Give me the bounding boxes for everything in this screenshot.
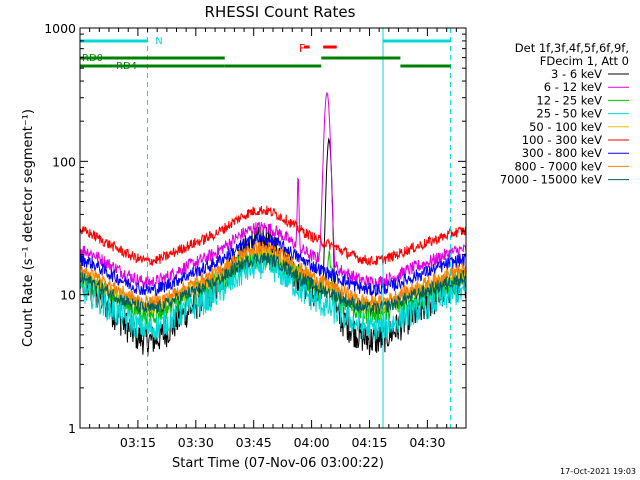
y-axis: 1 10 100 1000 xyxy=(44,21,466,436)
x-tick-label-0330: 03:30 xyxy=(178,435,214,450)
series-line-6 xyxy=(80,233,466,297)
legend-label-0: 3 - 6 keV xyxy=(551,67,602,81)
x-tick-label-0315: 03:15 xyxy=(120,435,156,450)
annotation-f: F xyxy=(299,42,305,55)
chart-title: RHESSI Count Rates xyxy=(205,3,356,21)
series-line-5 xyxy=(80,205,466,266)
series-line-3 xyxy=(80,251,466,342)
legend-label-3: 25 - 50 keV xyxy=(536,107,602,121)
status-bars: N RD0 RD4 F xyxy=(80,36,451,72)
y-tick-label-10: 10 xyxy=(60,288,76,303)
legend-label-2: 12 - 25 keV xyxy=(536,93,602,107)
vertical-markers xyxy=(79,28,452,428)
x-tick-label-0400: 04:00 xyxy=(294,435,330,450)
legend-header-line-2: FDecim 1, Att 0 xyxy=(540,54,629,68)
legend-label-1: 6 - 12 keV xyxy=(544,80,602,94)
y-axis-label: Count Rate (s⁻¹ detector segment⁻¹) xyxy=(21,109,36,347)
annotation-rd4: RD4 xyxy=(116,61,137,72)
series-line-7 xyxy=(80,241,466,310)
legend-label-4: 50 - 100 keV xyxy=(529,120,602,134)
x-tick-label-0345: 03:45 xyxy=(236,435,272,450)
series-layer xyxy=(80,91,466,357)
x-axis-label: Start Time (07-Nov-06 03:00:22) xyxy=(172,456,384,471)
plot-frame xyxy=(79,27,467,429)
series-line-8 xyxy=(80,252,466,317)
x-tick-label-0415: 04:15 xyxy=(351,435,387,450)
annotation-rd0: RD0 xyxy=(82,53,103,64)
series-line-1 xyxy=(80,91,466,290)
y-tick-label-100: 100 xyxy=(52,154,76,169)
legend-label-7: 800 - 7000 keV xyxy=(514,159,602,173)
legend-label-5: 100 - 300 keV xyxy=(522,133,602,147)
legend-header-line-1: Det 1f,3f,4f,5f,6f,9f, xyxy=(515,41,629,55)
y-tick-label-1: 1 xyxy=(68,421,76,436)
legend-label-8: 7000 - 15000 keV xyxy=(500,173,602,187)
y-tick-label-1000: 1000 xyxy=(44,21,76,36)
x-axis: 03:15 03:30 03:45 04:00 04:15 04:30 xyxy=(79,28,467,450)
legend: Det 1f,3f,4f,5f,6f,9f, FDecim 1, Att 0 3… xyxy=(500,41,629,187)
annotation-n: N xyxy=(155,36,162,47)
legend-label-6: 300 - 800 keV xyxy=(522,146,602,160)
timestamp: 17-Oct-2021 19:03 xyxy=(560,467,636,476)
x-tick-label-0430: 04:30 xyxy=(409,435,445,450)
